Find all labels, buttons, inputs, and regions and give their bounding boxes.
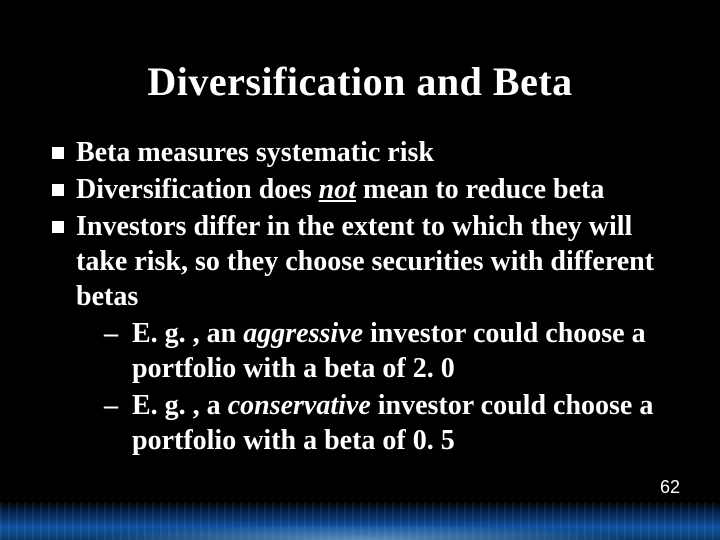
bullet-text: Diversification does not mean to reduce …: [76, 172, 604, 207]
bullet-item: Investors differ in the extent to which …: [52, 209, 680, 314]
bullet-text: Beta measures systematic risk: [76, 135, 434, 170]
text-segment: Investors differ in the extent to which …: [76, 211, 654, 312]
square-bullet-icon: [52, 184, 64, 196]
dash-bullet-icon: –: [104, 316, 118, 351]
sub-bullet-item: –E. g. , an aggressive investor could ch…: [52, 316, 680, 386]
slide-title: Diversification and Beta: [0, 0, 720, 135]
bullet-item: Diversification does not mean to reduce …: [52, 172, 680, 207]
slide: Diversification and Beta Beta measures s…: [0, 0, 720, 540]
slide-content: Beta measures systematic risk Diversifica…: [0, 135, 720, 458]
dash-bullet-icon: –: [104, 388, 118, 423]
square-bullet-icon: [52, 221, 64, 233]
text-segment: mean to reduce beta: [356, 174, 604, 205]
sub-bullet-item: –E. g. , a conservative investor could c…: [52, 388, 680, 458]
text-segment: E. g. , an: [132, 318, 243, 349]
text-segment: E. g. , a: [132, 390, 228, 421]
footer-decoration: [0, 502, 720, 540]
bullet-text: Investors differ in the extent to which …: [76, 209, 680, 314]
text-segment: Beta measures systematic risk: [76, 137, 434, 168]
emphasized-text: aggressive: [243, 318, 363, 349]
sub-bullet-text: E. g. , a conservative investor could ch…: [132, 388, 680, 458]
square-bullet-icon: [52, 147, 64, 159]
sub-bullet-text: E. g. , an aggressive investor could cho…: [132, 316, 680, 386]
emphasized-text: conservative: [228, 390, 371, 421]
emphasized-text: not: [319, 174, 356, 205]
page-number: 62: [660, 477, 680, 498]
bullet-item: Beta measures systematic risk: [52, 135, 680, 170]
text-segment: Diversification does: [76, 174, 319, 205]
